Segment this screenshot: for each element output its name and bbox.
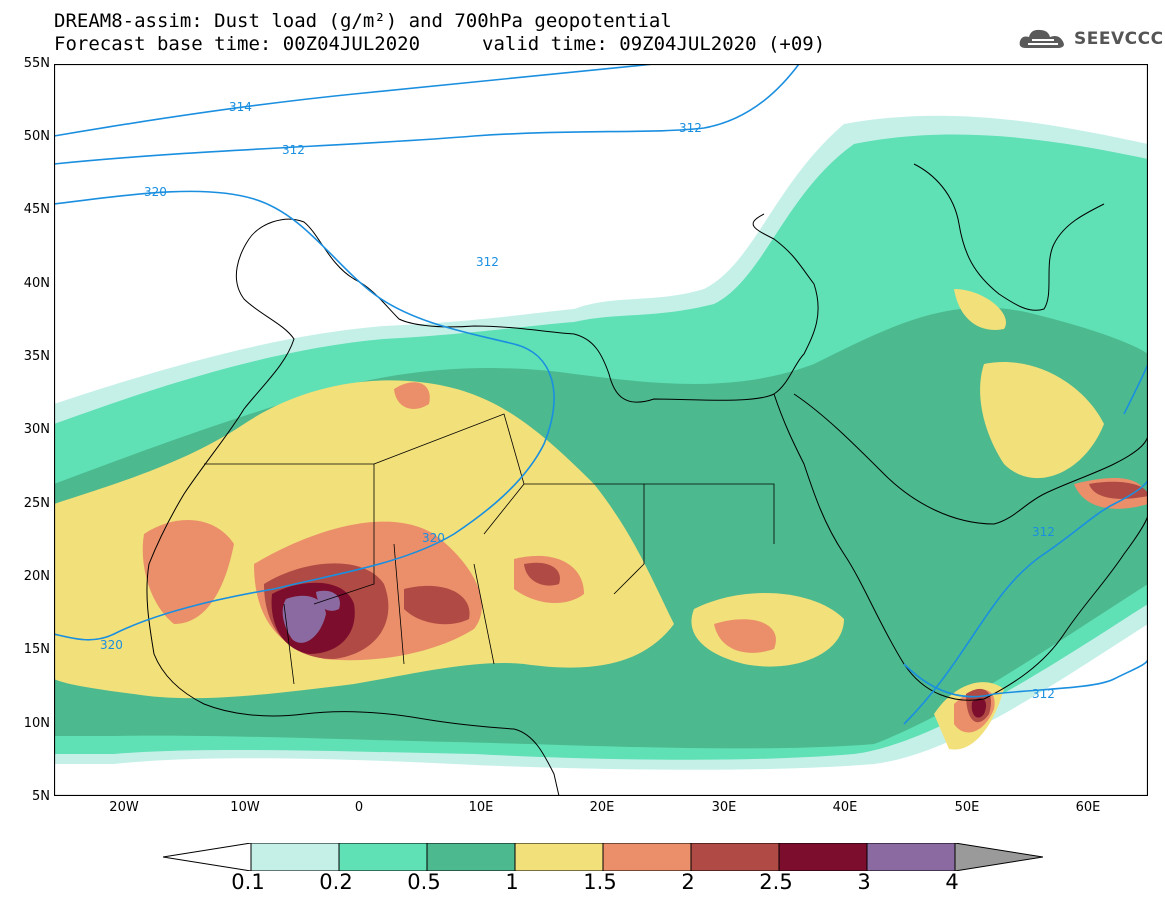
lon-label: 50E xyxy=(954,800,980,815)
dust-level-1.5 xyxy=(142,520,234,624)
lat-label: 50N xyxy=(23,129,50,144)
dust-level-1.5-sudan xyxy=(714,619,776,653)
colorbar-swatch xyxy=(338,843,428,871)
cloud-icon xyxy=(1019,29,1064,48)
seevccc-logo: SEEVCCC xyxy=(1018,26,1164,52)
colorbar-label: 1.5 xyxy=(583,870,617,894)
contour-label: 312 xyxy=(1032,525,1055,539)
colorbar-swatch xyxy=(426,843,516,871)
colorbar-swatch xyxy=(778,843,868,871)
lat-label: 55N xyxy=(23,56,50,71)
contour-label: 314 xyxy=(229,100,252,114)
colorbar-label: 2.5 xyxy=(759,870,793,894)
colorbar-swatch xyxy=(250,843,340,871)
lon-label: 60E xyxy=(1075,800,1101,815)
lat-label: 15N xyxy=(23,642,50,657)
lon-label: 20E xyxy=(589,800,615,815)
colorbar-over-arrow xyxy=(954,843,1043,871)
dust-level-2.5-somalia xyxy=(971,698,987,718)
dust-level-1-gulf xyxy=(980,362,1104,479)
colorbar-label: 1 xyxy=(505,870,519,894)
lat-label: 10N xyxy=(23,716,50,731)
colorbar-label: 2 xyxy=(681,870,695,894)
contour-label: 312 xyxy=(1032,687,1055,701)
dust-load-map: 314 312 312 320 312 320 320 312 312 xyxy=(54,64,1148,796)
contour-label: 320 xyxy=(100,638,123,652)
dust-level-2-niger xyxy=(404,585,470,625)
dust-level-2-chad xyxy=(524,562,560,586)
lon-label: 10E xyxy=(468,800,494,815)
colorbar xyxy=(163,843,1043,871)
lat-label: 35N xyxy=(23,349,50,364)
lat-label: 20N xyxy=(23,569,50,584)
geopotential-contours xyxy=(54,64,1148,725)
lon-label: 0 xyxy=(354,800,364,815)
lat-label: 40N xyxy=(23,276,50,291)
valid-time: valid time: 09Z04JUL2020 (+09) xyxy=(482,33,826,55)
contour-label: 312 xyxy=(476,255,499,269)
coastlines xyxy=(146,163,1148,796)
lat-label: 25N xyxy=(23,496,50,511)
dust-level-2-oman xyxy=(1089,481,1148,499)
dust-level-1.5-algeria xyxy=(394,382,430,409)
logo-text: SEEVCCC xyxy=(1074,29,1164,49)
contour-label: 320 xyxy=(422,531,445,545)
lat-label: 45N xyxy=(23,202,50,217)
colorbar-label: 0.2 xyxy=(319,870,353,894)
lon-label: 20W xyxy=(109,800,139,815)
dust-level-3-b xyxy=(316,590,340,611)
colorbar-label: 0.1 xyxy=(231,870,265,894)
colorbar-label: 0.5 xyxy=(407,870,441,894)
lon-label: 40E xyxy=(832,800,858,815)
dust-level-1-caspian xyxy=(954,289,1006,330)
contour-label: 312 xyxy=(679,121,702,135)
lon-label: 30E xyxy=(711,800,737,815)
colorbar-label: 3 xyxy=(857,870,871,894)
colorbar-swatch xyxy=(690,843,780,871)
contour-label: 312 xyxy=(282,143,305,157)
dust-level-3 xyxy=(282,595,326,643)
lat-label: 5N xyxy=(32,789,50,804)
map-title: DREAM8-assim: Dust load (g/m²) and 700hP… xyxy=(54,10,672,32)
map-frame xyxy=(54,64,1148,796)
colorbar-swatch xyxy=(514,843,604,871)
contour-label: 320 xyxy=(144,185,167,199)
colorbar-swatch xyxy=(602,843,692,871)
colorbar-label: 4 xyxy=(945,870,959,894)
contour-labels: 314 312 312 320 312 320 320 312 312 xyxy=(100,100,1055,701)
colorbar-swatch xyxy=(866,843,956,871)
lon-label: 10W xyxy=(230,800,260,815)
borders xyxy=(204,413,775,685)
colorbar-under-arrow xyxy=(163,843,252,871)
forecast-base-time: Forecast base time: 00Z04JUL2020 xyxy=(54,33,421,55)
lat-label: 30N xyxy=(23,422,50,437)
